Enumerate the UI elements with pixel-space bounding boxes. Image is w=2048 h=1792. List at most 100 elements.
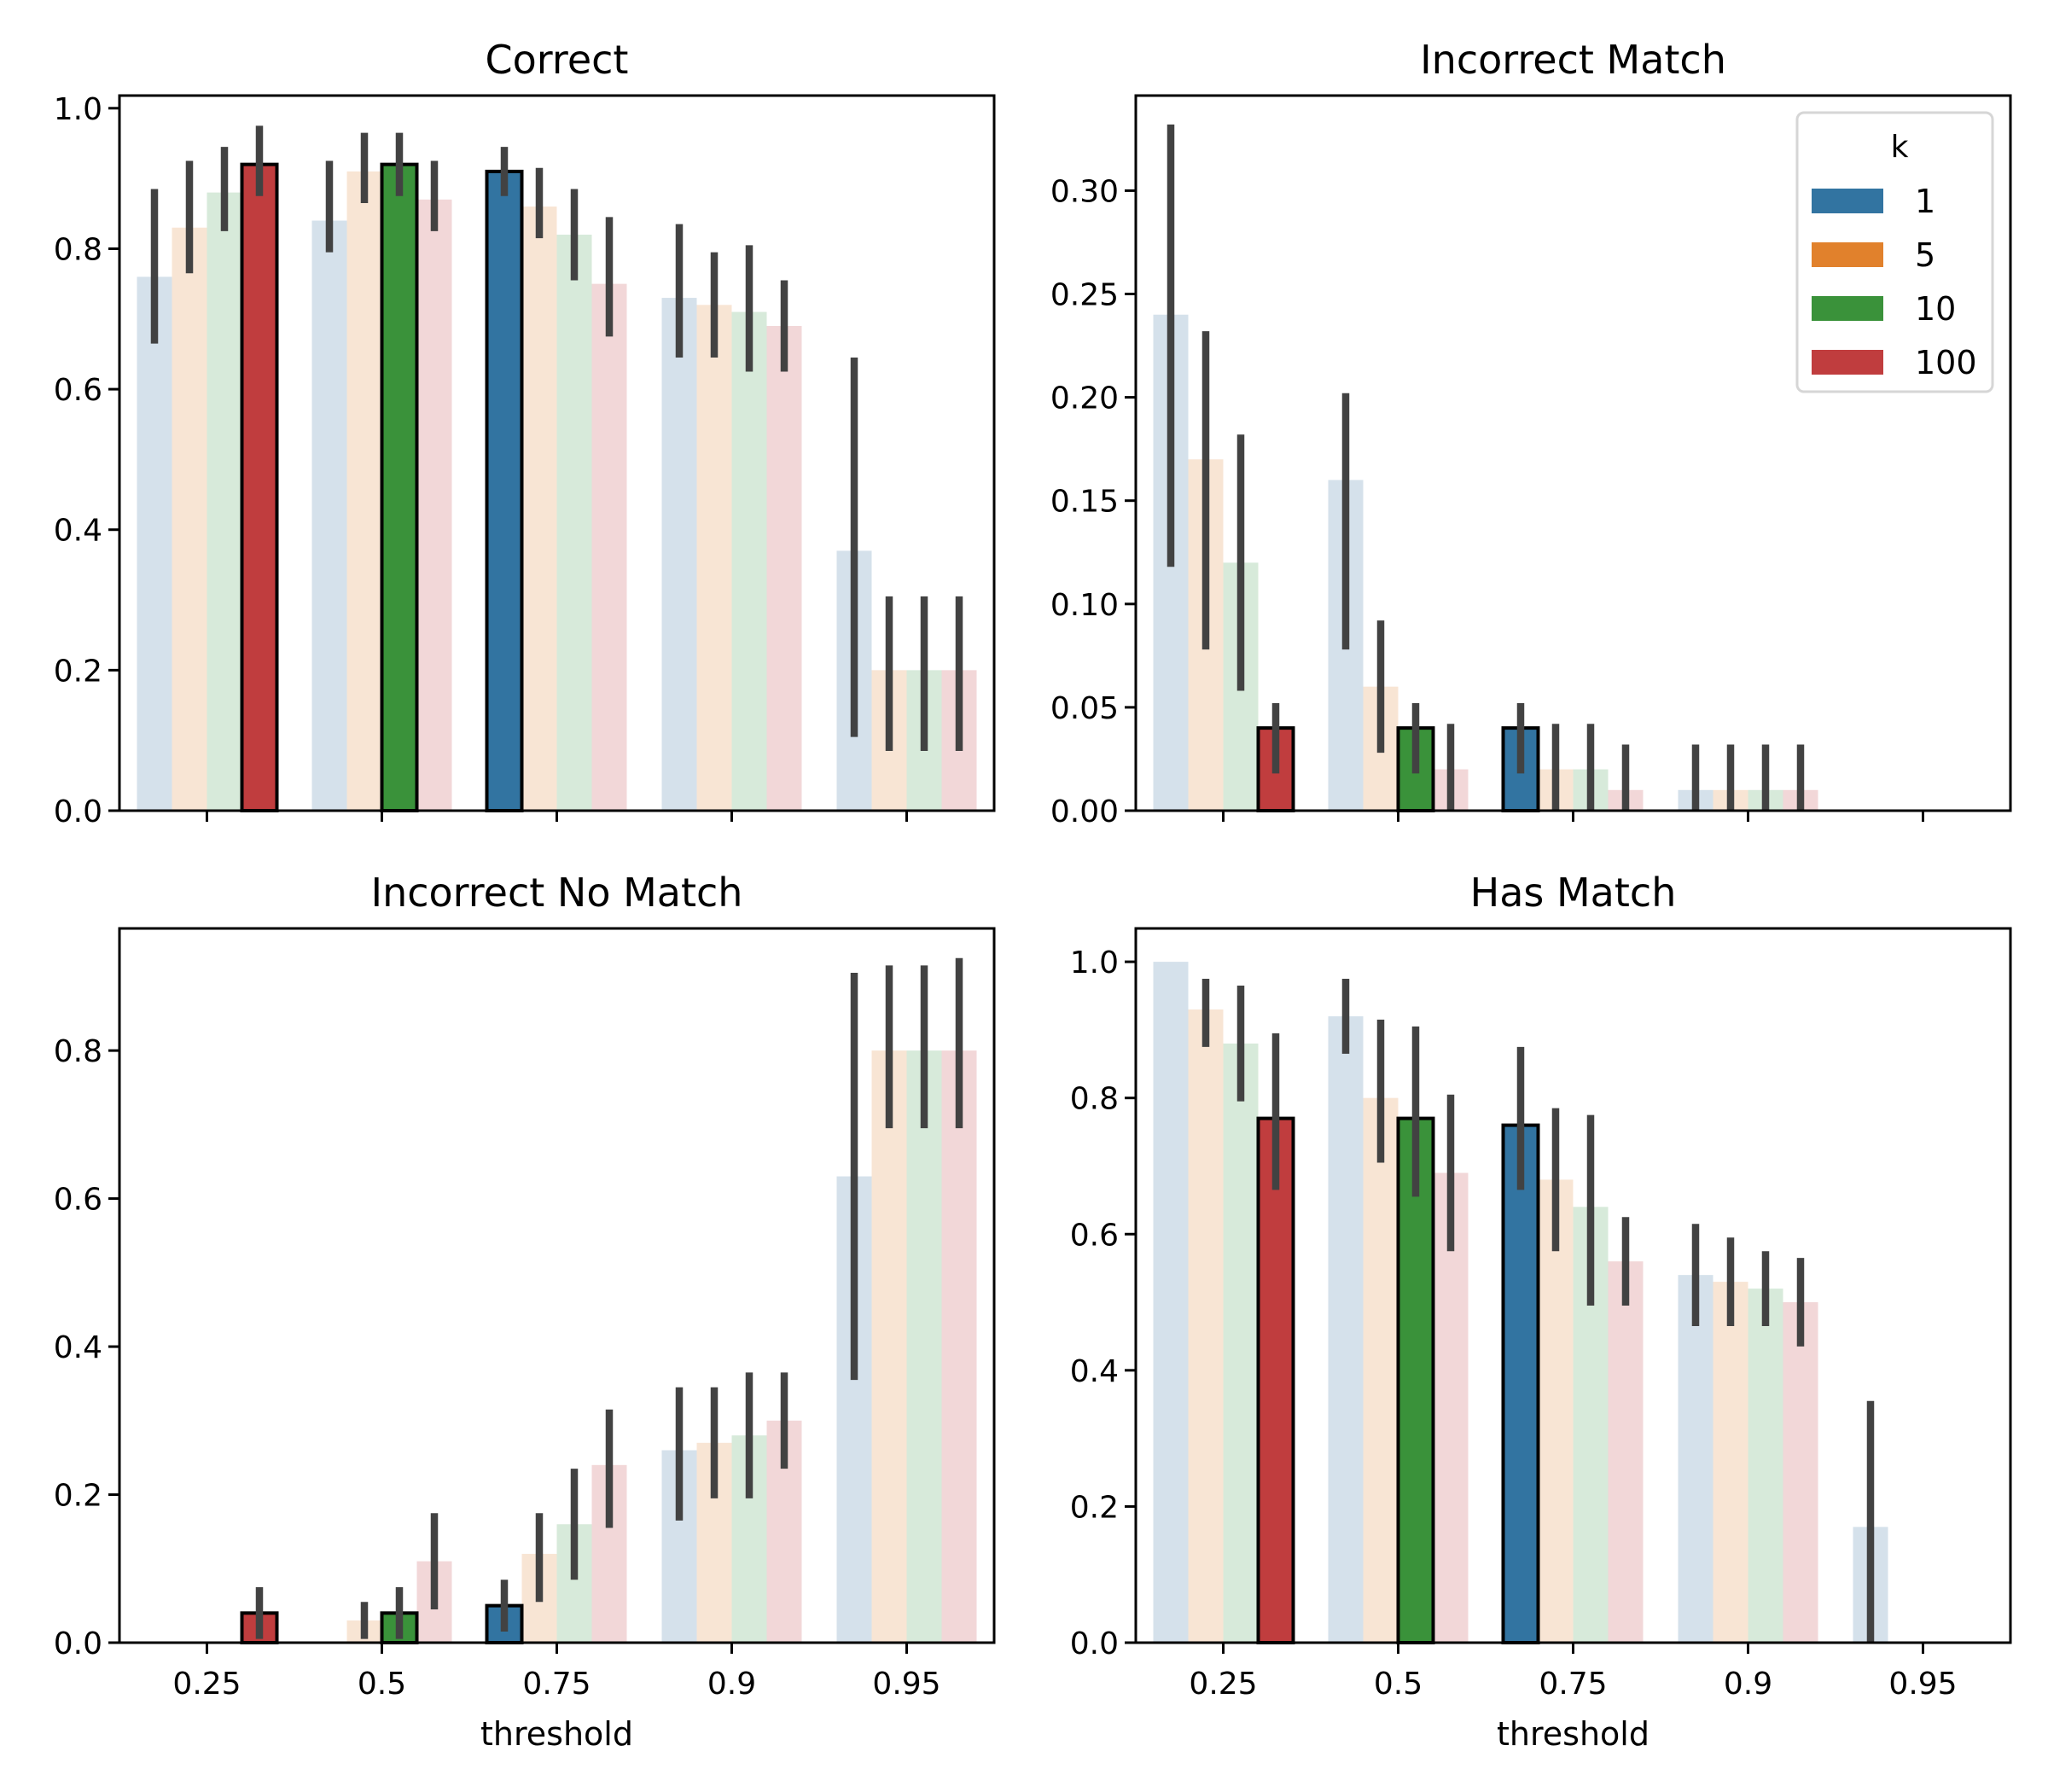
y-tick-label: 1.0 (54, 92, 102, 127)
bar-k10-thr0.75 (556, 234, 592, 811)
x-tick-label: 0.75 (522, 1667, 591, 1702)
x-tick-label: 0.75 (1539, 1667, 1607, 1702)
x-tick-label: 0.5 (1374, 1667, 1423, 1702)
bar-k10-thr0.95 (906, 1050, 942, 1643)
y-axis: 0.00 0.05 0.10 0.15 0.20 0.25 0.30 (1050, 174, 1136, 829)
panels: Correct 0.0 0.2 0.4 0.6 0.8 1.0 Incorrect Match… (54, 37, 2012, 1753)
bar-k5-thr0.5 (1363, 1097, 1399, 1643)
panel-incorrect-match: Incorrect Match0.000.050.100.150.200.250… (1050, 37, 2012, 829)
y-tick-label: 0.00 (1050, 794, 1119, 829)
y-tick-label: 0.4 (54, 1330, 102, 1365)
y-tick-label: 0.8 (1070, 1082, 1119, 1117)
bar-k1-thr0.9 (661, 298, 697, 811)
bar-k5-thr0.5 (346, 171, 382, 811)
bar-k5-thr0.95 (871, 1050, 907, 1643)
panel-correct: Correct 0.0 0.2 0.4 0.6 0.8 1.0 (54, 37, 996, 829)
y-tick-label: 0.10 (1050, 588, 1119, 623)
x-axis (206, 811, 908, 822)
legend-entry-k100: 100 (1812, 344, 1977, 381)
bar-k1-thr0.5 (311, 220, 347, 812)
bars (137, 171, 977, 812)
bar-k100-thr0.95 (941, 1050, 977, 1643)
error-bars (255, 957, 963, 1639)
x-axis-label: threshold (1497, 1715, 1649, 1753)
y-tick-label: 0.2 (1070, 1490, 1119, 1525)
bar-k1-thr0.75 (485, 169, 524, 812)
x-axis: 0.25 0.5 0.75 0.9 0.95 threshold (172, 1643, 941, 1753)
x-tick-label: 0.9 (1724, 1667, 1772, 1702)
bar-k100-thr0.75 (1608, 1261, 1644, 1643)
error-bars (1167, 124, 1805, 811)
x-tick-label: 0.95 (1888, 1667, 1957, 1702)
y-tick-label: 0.4 (54, 514, 102, 549)
bar-k10-thr0.9 (1748, 1289, 1783, 1643)
y-tick-label: 0.0 (54, 794, 102, 829)
bar-k5-thr0.25 (172, 227, 207, 811)
error-bars (1201, 979, 1875, 1643)
bars (1153, 962, 1888, 1643)
legend-entry-k1: 1 (1812, 183, 1935, 220)
y-tick-label: 0.0 (1070, 1626, 1119, 1661)
y-tick-label: 0.4 (1070, 1354, 1119, 1389)
x-axis (1222, 811, 1924, 822)
bar-k1-thr0.25 (1153, 962, 1189, 1643)
bar-k1-thr0.5 (1328, 1015, 1364, 1643)
bar-k5-thr0.75 (1538, 1179, 1574, 1643)
legend-title: k (1891, 130, 1909, 165)
y-tick-label: 0.25 (1050, 278, 1119, 313)
y-tick-label: 0.6 (54, 373, 102, 408)
y-tick-label: 0.8 (54, 232, 102, 267)
bar-k5-thr0.9 (696, 305, 732, 811)
legend-swatch (1812, 242, 1883, 267)
legend-swatch (1812, 350, 1883, 375)
legend-box (1795, 111, 1994, 393)
bar-k100-thr0.25 (1256, 1116, 1295, 1644)
legend-label: 5 (1915, 236, 1935, 274)
bar-k100-thr0.75 (591, 283, 627, 811)
y-tick-label: 0.30 (1050, 174, 1119, 209)
bar-k1-thr0.75 (1501, 1123, 1540, 1644)
bar-k5-thr0.25 (1188, 1009, 1224, 1643)
y-tick-label: 0.15 (1050, 485, 1119, 520)
bar-k5-thr0.75 (521, 207, 557, 811)
bar-k100-thr0.25 (240, 162, 279, 812)
y-tick-label: 0.2 (54, 654, 102, 689)
y-tick-label: 0.20 (1050, 381, 1119, 416)
x-tick-label: 0.9 (707, 1667, 756, 1702)
y-axis: 0.0 0.2 0.4 0.6 0.8 1.0 (1070, 945, 1136, 1661)
panel-incorrect-no-match: Incorrect No Match 0.0 0.2 0.4 0.6 0.8 0.25 0.5… (54, 870, 996, 1753)
y-tick-label: 0.0 (54, 1626, 102, 1661)
x-tick-label: 0.5 (358, 1667, 406, 1702)
bar-k10-thr0.25 (1223, 1043, 1259, 1643)
bar-k100-thr0.9 (766, 326, 802, 812)
error-bars (150, 125, 963, 752)
y-tick-label: 1.0 (1070, 945, 1119, 980)
x-axis-label: threshold (480, 1715, 633, 1753)
y-axis: 0.0 0.2 0.4 0.6 0.8 1.0 (54, 92, 119, 829)
y-axis: 0.0 0.2 0.4 0.6 0.8 (54, 1034, 119, 1661)
bar-k5-thr0.9 (1713, 1282, 1748, 1643)
y-tick-label: 0.8 (54, 1034, 102, 1069)
y-tick-label: 0.05 (1050, 691, 1119, 726)
x-axis: 0.25 0.5 0.75 0.9 0.95 threshold (1189, 1643, 1958, 1753)
legend-swatch (1812, 189, 1883, 213)
highlighted-bars (240, 162, 524, 812)
y-tick-label: 0.6 (1070, 1218, 1119, 1253)
legend-swatch (1812, 296, 1883, 321)
y-tick-label: 0.2 (54, 1479, 102, 1514)
bar-k10-thr0.5 (380, 162, 419, 812)
bar-k1-thr0.25 (137, 276, 172, 812)
bar-k100-thr0.9 (1783, 1302, 1818, 1643)
y-tick-label: 0.6 (54, 1183, 102, 1218)
x-tick-label: 0.25 (172, 1667, 241, 1702)
legend-label: 100 (1915, 344, 1977, 381)
legend-entry-k10: 10 (1812, 290, 1956, 328)
bar-k10-thr0.9 (731, 311, 767, 811)
panel-title: Has Match (1470, 870, 1677, 916)
bar-k10-thr0.25 (207, 192, 242, 811)
panel-title: Incorrect Match (1420, 37, 1726, 83)
bar-k10-thr0.5 (1396, 1116, 1435, 1644)
panel-title: Correct (486, 37, 629, 83)
